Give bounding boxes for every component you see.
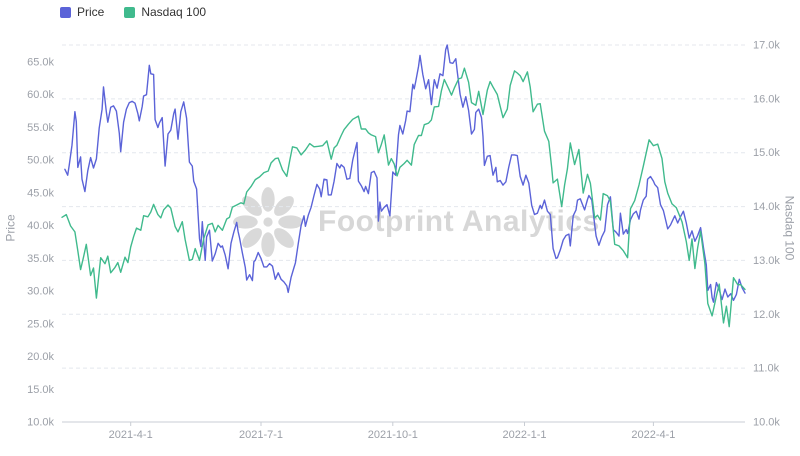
left-axis-tick-label: 45.0k [27,187,54,199]
left-axis-tick-label: 50.0k [27,155,54,167]
legend: Price Nasdaq 100 [60,5,206,19]
nasdaq-100-line-series[interactable] [61,67,746,328]
x-axis-tick-label: 2021-10-1 [368,429,418,441]
left-axis-title-text: Price [4,214,18,242]
nasdaq-100-series-label: Nasdaq 100 [141,5,207,19]
right-axis-tick-label: 12.0k [753,309,780,321]
nasdaq-100-series-swatch [124,6,136,18]
left-axis-tick-label: 20.0k [27,351,54,363]
left-axis-tick-label: 15.0k [27,384,54,396]
left-axis-tick-label: 25.0k [27,318,54,330]
x-axis-tick-label: 2022-1-1 [502,429,546,441]
x-axis-tick-label: 2021-4-1 [109,429,153,441]
x-axis-tick-label: 2021-7-1 [239,429,283,441]
legend-item-price[interactable]: Price [60,5,104,19]
left-axis-tick-label: 40.0k [27,220,54,232]
left-axis-title: Price [0,0,22,456]
right-axis-tick-label: 15.0k [753,147,780,159]
right-axis-tick-label: 13.0k [753,255,780,267]
right-axis-tick-label: 17.0k [753,40,780,52]
right-axis-tick-label: 11.0k [753,363,780,375]
watermark: Footprint Analytics [230,184,600,260]
right-axis-tick-label: 10.0k [753,417,780,429]
legend-item-nasdaq-100[interactable]: Nasdaq 100 [124,5,206,19]
right-axis-title-text: Nasdaq 100 [782,195,796,261]
left-axis-tick-label: 55.0k [27,122,54,134]
footprint-logo-icon [233,187,303,257]
right-axis-tick-label: 14.0k [753,201,780,213]
price-series-label: Price [77,5,105,19]
left-axis-tick-label: 30.0k [27,286,54,298]
price-series-swatch [60,6,71,18]
x-axis-tick-label: 2022-4-1 [631,429,675,441]
right-axis-title: Nasdaq 100 [778,0,800,456]
left-axis-tick-label: 60.0k [27,89,54,101]
left-axis-tick-label: 65.0k [27,57,54,69]
left-axis-tick-label: 35.0k [27,253,54,265]
price-line-series[interactable] [64,44,746,303]
left-axis-tick-label: 10.0k [27,417,54,429]
right-axis-tick-label: 16.0k [753,93,780,105]
